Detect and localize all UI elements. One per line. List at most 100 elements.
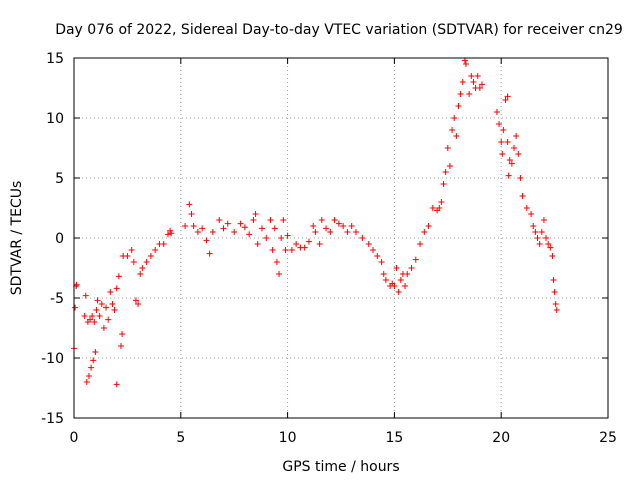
y-tick-label: -10 — [41, 351, 64, 367]
data-point-marker — [113, 285, 120, 292]
data-point-marker — [421, 229, 428, 235]
data-point-marker — [258, 225, 265, 232]
data-point-marker — [374, 253, 381, 259]
data-point-marker — [88, 364, 95, 371]
data-points — [71, 57, 560, 388]
data-point-marker — [90, 357, 97, 364]
data-point-marker — [408, 265, 415, 271]
data-point-marker — [440, 181, 447, 187]
data-point-marker — [231, 229, 238, 235]
data-point-marker — [425, 223, 432, 229]
data-point-marker — [549, 253, 556, 259]
data-point-marker — [254, 241, 261, 247]
data-point-marker — [109, 301, 116, 307]
data-point-marker — [382, 277, 389, 283]
data-point-marker — [282, 247, 289, 253]
data-point-marker — [107, 289, 114, 295]
data-point-marker — [508, 160, 515, 167]
data-point-marker — [365, 241, 372, 247]
data-point-marker — [519, 193, 526, 199]
data-point-marker — [87, 316, 94, 323]
chart-title: Day 076 of 2022, Sidereal Day-to-day VTE… — [55, 22, 623, 38]
data-point-marker — [536, 241, 543, 247]
data-point-marker — [404, 271, 411, 277]
data-point-marker — [237, 220, 244, 227]
y-tick-label: -5 — [50, 291, 64, 307]
data-point-marker — [534, 235, 541, 241]
data-point-marker — [284, 232, 291, 239]
data-point-marker — [515, 151, 522, 157]
data-point-marker — [327, 229, 334, 235]
data-point-marker — [143, 259, 150, 265]
data-point-marker — [449, 127, 456, 133]
data-point-marker — [100, 325, 107, 331]
data-point-marker — [139, 265, 146, 271]
data-point-marker — [500, 127, 507, 133]
x-tick-label: 5 — [176, 430, 185, 446]
data-point-marker — [528, 211, 535, 217]
data-point-marker — [470, 79, 477, 85]
data-point-marker — [340, 223, 347, 229]
data-point-marker — [288, 247, 295, 253]
data-point-marker — [474, 73, 481, 79]
data-point-marker — [498, 139, 505, 145]
data-point-marker — [194, 229, 201, 235]
data-point-marker — [504, 93, 511, 100]
data-point-marker — [94, 297, 101, 304]
data-point-marker — [310, 223, 317, 229]
data-point-marker — [224, 220, 231, 227]
data-point-marker — [506, 157, 513, 163]
data-point-marker — [89, 313, 96, 319]
y-axis-label: SDTVAR / TECUs — [9, 181, 25, 296]
data-point-marker — [402, 283, 409, 289]
data-point-marker — [128, 247, 135, 253]
data-point-marker — [263, 235, 270, 241]
data-point-marker — [378, 259, 385, 265]
data-point-marker — [344, 229, 351, 235]
data-point-marker — [429, 205, 436, 211]
data-point-marker — [160, 241, 167, 247]
x-tick-label: 25 — [599, 430, 617, 446]
data-point-marker — [444, 145, 451, 151]
data-point-marker — [137, 271, 144, 277]
data-point-marker — [188, 211, 195, 217]
data-point-marker — [523, 205, 530, 211]
x-tick-label: 0 — [70, 430, 79, 446]
data-point-marker — [105, 316, 112, 323]
data-point-marker — [468, 73, 475, 79]
data-point-marker — [545, 241, 552, 247]
x-tick-label: 20 — [492, 430, 510, 446]
data-point-marker — [98, 301, 105, 307]
y-tick-label: 5 — [55, 171, 64, 187]
data-point-marker — [397, 277, 404, 283]
data-point-marker — [455, 103, 462, 109]
data-point-marker — [462, 61, 469, 67]
data-point-marker — [269, 247, 276, 253]
data-point-marker — [83, 379, 90, 385]
data-point-marker — [278, 235, 285, 241]
data-point-marker — [348, 223, 355, 229]
y-tick-label: 10 — [46, 111, 64, 127]
x-axis-label: GPS time / hours — [282, 459, 399, 475]
data-point-marker — [93, 307, 100, 313]
data-point-marker — [436, 205, 443, 211]
data-point-marker — [370, 247, 377, 253]
data-point-marker — [442, 169, 449, 175]
data-point-marker — [117, 343, 124, 349]
data-point-marker — [478, 81, 485, 88]
data-point-marker — [216, 217, 223, 223]
data-point-marker — [530, 223, 537, 229]
data-point-marker — [550, 277, 557, 283]
data-point-marker — [552, 301, 559, 307]
data-point-marker — [391, 283, 398, 289]
data-point-marker — [119, 331, 126, 337]
data-point-marker — [553, 307, 560, 313]
data-point-marker — [96, 313, 103, 319]
data-point-marker — [453, 133, 460, 139]
data-point-marker — [130, 259, 137, 265]
data-point-marker — [459, 79, 466, 85]
data-point-marker — [103, 304, 110, 311]
data-point-marker — [267, 217, 274, 223]
data-point-marker — [323, 225, 330, 232]
